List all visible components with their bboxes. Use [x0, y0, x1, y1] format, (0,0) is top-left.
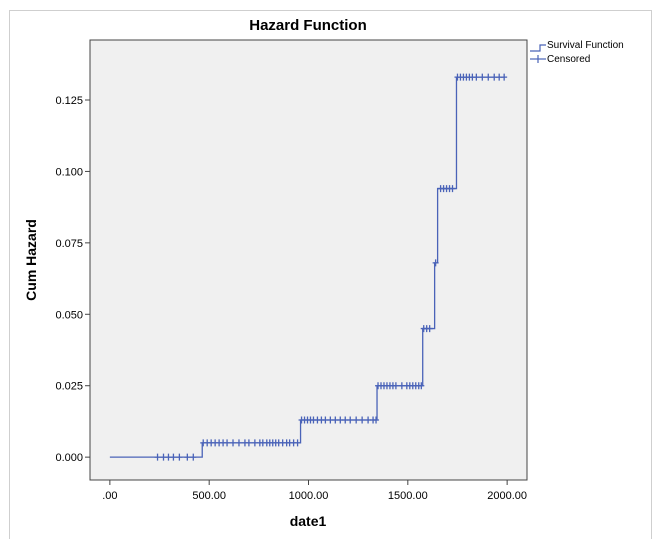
- y-tick-label: 0.075: [55, 238, 83, 250]
- censored-marker: [294, 439, 301, 447]
- figure-frame-top: [9, 10, 652, 11]
- chart-title: Hazard Function: [249, 17, 367, 34]
- censored-marker: [235, 439, 242, 447]
- figure-frame-left: [9, 10, 10, 539]
- y-axis-label: Cum Hazard: [23, 219, 39, 301]
- censored-marker: [176, 453, 183, 461]
- legend-censored-label: Censored: [547, 54, 590, 65]
- y-tick-label: 0.025: [55, 381, 83, 393]
- censored-marker: [190, 453, 197, 461]
- censored-marker: [432, 259, 439, 267]
- censored-marker: [353, 416, 360, 424]
- y-tick-label: 0.100: [55, 166, 83, 178]
- censored-marker: [245, 439, 252, 447]
- x-axis-label: date1: [290, 513, 327, 529]
- x-tick-label: 2000.00: [487, 490, 527, 502]
- censored-marker: [224, 439, 231, 447]
- x-tick-label: 1500.00: [388, 490, 428, 502]
- censored-marker: [184, 453, 191, 461]
- legend-survival-function-symbol: [530, 44, 546, 52]
- censored-marker: [485, 73, 492, 81]
- censored-marker: [449, 185, 456, 193]
- plot-area: [89, 39, 528, 481]
- censored-marker: [373, 416, 380, 424]
- x-tick-label: 1000.00: [289, 490, 329, 502]
- censored-marker: [154, 453, 161, 461]
- censored-marker: [347, 416, 354, 424]
- figure-frame-right: [651, 10, 652, 539]
- censored-marker: [418, 382, 425, 390]
- x-tick-label: 500.00: [192, 490, 226, 502]
- censored-marker: [479, 73, 486, 81]
- x-axis-ticks: .00 500.00 1000.00 1500.00 2000.00: [102, 480, 527, 502]
- censored-marker: [230, 439, 237, 447]
- censored-marker: [392, 382, 399, 390]
- legend: Survival Function Censored: [530, 40, 624, 65]
- series-layer: [109, 73, 508, 461]
- censored-marker: [170, 453, 177, 461]
- legend-survival-function-label: Survival Function: [547, 40, 624, 51]
- y-tick-label: 0.000: [55, 452, 83, 464]
- censored-marker: [501, 73, 508, 81]
- censored-marker: [473, 73, 480, 81]
- x-tick-label: .00: [102, 490, 117, 502]
- y-tick-label: 0.125: [55, 95, 83, 107]
- censored-marker: [359, 416, 366, 424]
- censored-marker: [426, 325, 433, 333]
- y-axis-ticks: 0.000 0.025 0.050 0.075 0.100 0.125: [55, 95, 90, 464]
- y-tick-label: 0.050: [55, 309, 83, 321]
